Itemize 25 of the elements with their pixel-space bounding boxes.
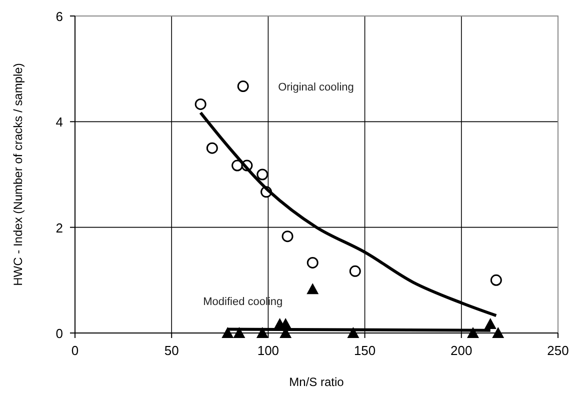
point (306, 256, 318, 268)
point (206, 142, 218, 154)
x-tick-label: 100 (257, 343, 280, 358)
y-tick-label: 0 (56, 326, 63, 341)
x-tick-label: 50 (164, 343, 179, 358)
point (256, 168, 268, 180)
point (306, 283, 319, 294)
x-axis-title: Mn/S ratio (289, 375, 344, 389)
point (222, 327, 234, 338)
x-tick-label: 250 (547, 343, 569, 358)
y-tick-label: 2 (56, 220, 63, 236)
point (349, 265, 361, 277)
point (282, 230, 294, 242)
x-tick-label: 200 (450, 343, 472, 358)
point (492, 327, 504, 338)
y-tick-label: 6 (56, 9, 63, 24)
x-tick-label: 0 (71, 343, 79, 358)
point (194, 98, 206, 110)
point (490, 274, 502, 286)
point (237, 80, 249, 92)
y-axis-title: HWC - Index (Number of cracks / sample) (11, 63, 25, 286)
point (484, 318, 496, 330)
text: Original cooling (278, 81, 354, 94)
y-tick-label: 4 (56, 114, 63, 130)
x-tick-label: 150 (354, 343, 376, 358)
